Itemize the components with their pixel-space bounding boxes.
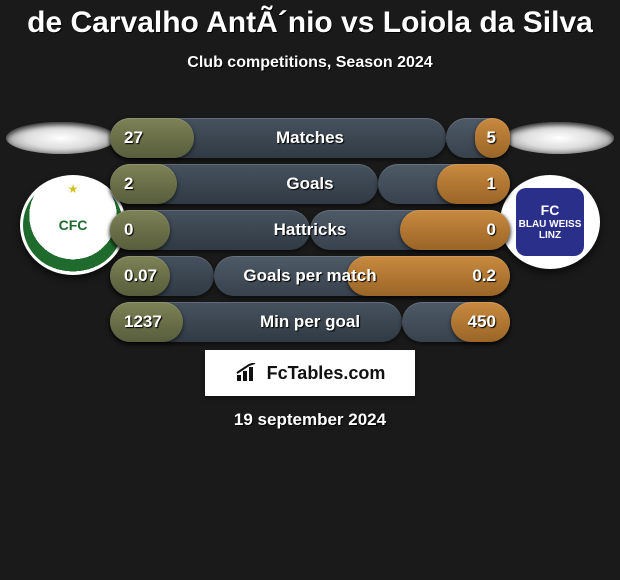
- stat-bar-3: Goals per match0.070.2: [110, 256, 510, 296]
- stat-bar-1: Goals21: [110, 164, 510, 204]
- subtitle: Club competitions, Season 2024: [0, 54, 620, 72]
- halo-right-deco: [504, 122, 614, 154]
- stat-bar-4: Min per goal1237450: [110, 302, 510, 342]
- branding-text: FcTables.com: [267, 363, 386, 384]
- club-logo-right: FCBLAU WEISSLINZ: [500, 175, 600, 269]
- halo-left-deco: [6, 122, 116, 154]
- bar-chart-icon: [235, 363, 261, 383]
- page-title: de Carvalho AntÃ´nio vs Loiola da Silva: [0, 0, 620, 40]
- branding-box: FcTables.com: [205, 350, 415, 396]
- stat-bar-2: Hattricks00: [110, 210, 510, 250]
- stats-container: Matches275 Goals21 Hattricks00 Goals per ma…: [110, 118, 510, 348]
- stat-bar-0: Matches275: [110, 118, 510, 158]
- date-stamp: 19 september 2024: [0, 410, 620, 430]
- club-logo-right-inner: FCBLAU WEISSLINZ: [516, 188, 584, 256]
